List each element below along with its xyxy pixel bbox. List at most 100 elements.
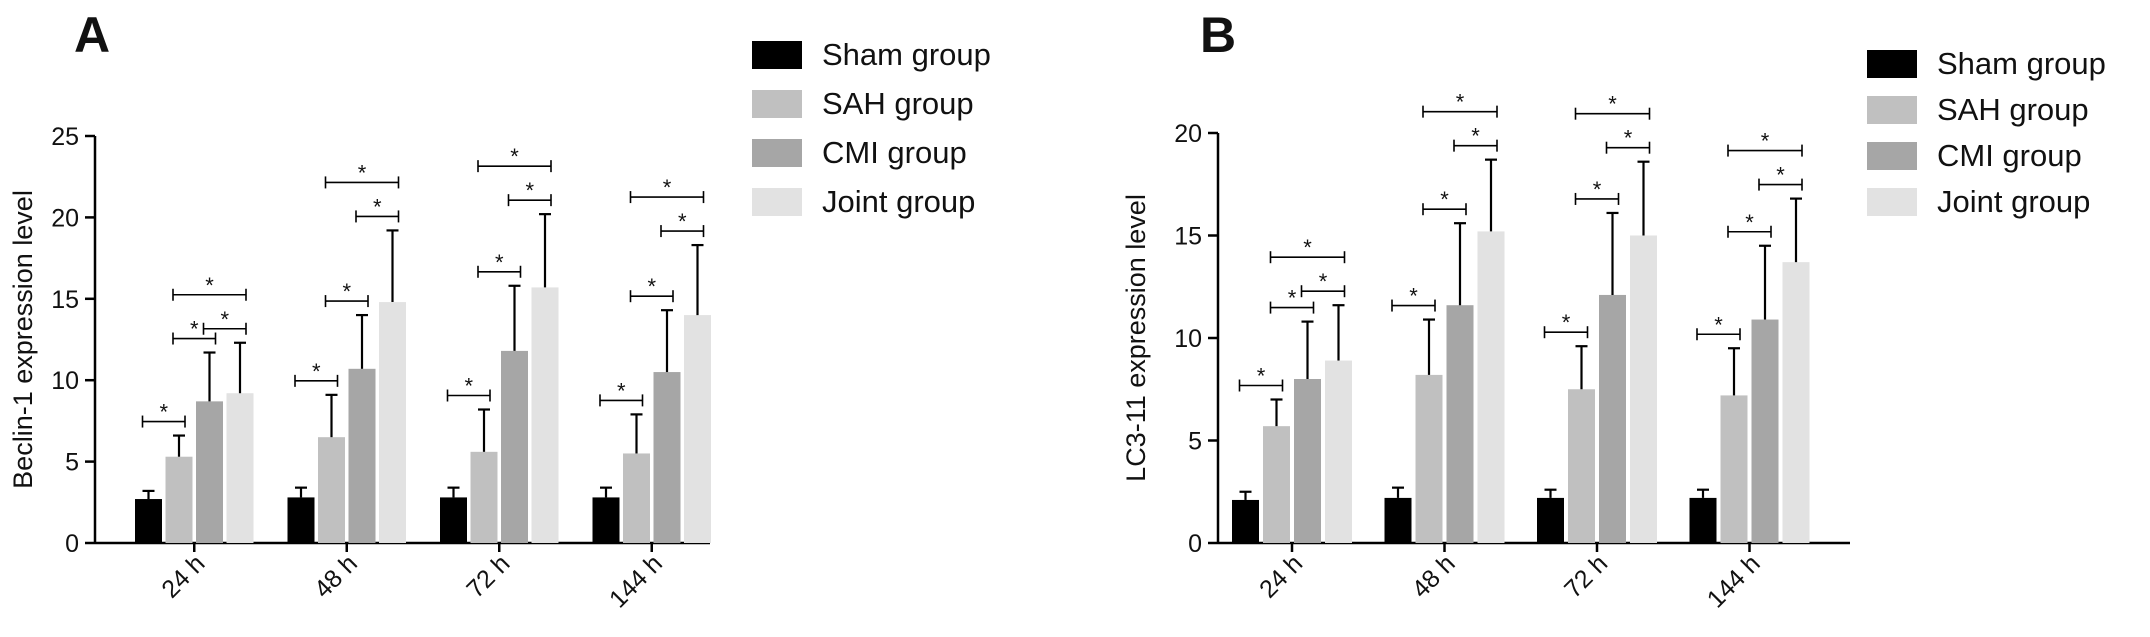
y-tick-label: 15 (1174, 223, 1202, 251)
significance-star: * (1471, 124, 1480, 149)
bar (623, 453, 650, 543)
significance-star: * (647, 274, 656, 299)
significance-star: * (1745, 210, 1754, 235)
significance-star: * (525, 178, 534, 203)
significance-star: * (373, 194, 382, 219)
bar (470, 451, 498, 543)
bar (1720, 395, 1748, 543)
bar (1232, 499, 1259, 543)
significance-star: * (1761, 129, 1770, 154)
bar (1568, 389, 1595, 543)
bar (653, 372, 681, 543)
bar (1263, 426, 1290, 543)
y-axis-label: LC3-11 expression level (1121, 194, 1151, 482)
bar (165, 456, 193, 543)
significance-star: * (1593, 177, 1602, 202)
significance-star: * (220, 307, 229, 332)
bar (1477, 231, 1505, 543)
x-tick-label: 144 h (604, 549, 668, 613)
bar (287, 497, 315, 543)
bar (1384, 497, 1412, 543)
significance-star: * (617, 378, 626, 403)
y-tick-label: 20 (51, 204, 79, 232)
x-tick-label: 24 h (1254, 549, 1308, 603)
legend-swatch (1867, 188, 1917, 216)
significance-star: * (342, 279, 351, 304)
significance-star: * (1440, 187, 1449, 212)
y-tick-label: 25 (51, 123, 79, 151)
significance-star: * (1456, 90, 1465, 115)
bar (135, 499, 162, 543)
significance-star: * (159, 400, 168, 425)
bar (318, 437, 345, 543)
bar (1537, 497, 1564, 543)
y-tick-label: 0 (65, 530, 79, 558)
significance-star: * (495, 250, 504, 275)
x-tick-label: 72 h (461, 549, 515, 603)
x-tick-label: 144 h (1702, 549, 1766, 613)
y-tick-label: 20 (1174, 120, 1202, 148)
bar (1599, 294, 1626, 543)
significance-star: * (1288, 286, 1297, 311)
significance-star: * (464, 374, 473, 399)
bar (1446, 305, 1474, 543)
legend-swatch (752, 188, 802, 216)
panel-label: B (1200, 7, 1236, 63)
legend-swatch (752, 139, 802, 167)
significance-star: * (1562, 310, 1571, 335)
legend-entry: CMI group (822, 135, 967, 170)
significance-star: * (1608, 92, 1617, 117)
significance-star: * (510, 144, 519, 169)
bar (1630, 235, 1657, 543)
y-axis-label: Beclin-1 expression level (8, 190, 38, 489)
significance-star: * (663, 175, 672, 200)
bar (501, 350, 528, 543)
bar (379, 302, 406, 543)
bar (684, 315, 711, 543)
bar (348, 368, 376, 543)
legend-swatch (1867, 142, 1917, 170)
y-tick-label: 5 (1188, 428, 1202, 456)
y-tick-label: 10 (1174, 325, 1202, 353)
x-tick-label: 48 h (309, 549, 363, 603)
significance-star: * (190, 317, 199, 342)
significance-star: * (1624, 126, 1633, 151)
bar (1751, 319, 1779, 543)
legend-swatch (1867, 96, 1917, 124)
significance-star: * (205, 273, 214, 298)
significance-star: * (1409, 284, 1418, 309)
legend-entry: Joint group (1937, 184, 2090, 219)
x-tick-label: 48 h (1407, 549, 1461, 603)
bar (592, 497, 620, 543)
significance-star: * (358, 160, 367, 185)
legend-entry: CMI group (1937, 138, 2082, 173)
bar (1782, 262, 1810, 543)
significance-star: * (312, 359, 321, 384)
significance-star: * (678, 209, 687, 234)
significance-star: * (1303, 235, 1312, 260)
legend-entry: Sham group (822, 37, 991, 72)
y-tick-label: 5 (65, 449, 79, 477)
x-tick-label: 24 h (156, 549, 210, 603)
legend-entry: Sham group (1937, 46, 2106, 81)
bar (226, 393, 254, 543)
panel-label: A (74, 7, 110, 63)
significance-star: * (1319, 269, 1328, 294)
legend-entry: SAH group (822, 86, 974, 121)
bar (1415, 374, 1443, 543)
bar (196, 401, 223, 543)
legend-entry: Joint group (822, 184, 975, 219)
bar (440, 497, 467, 543)
significance-star: * (1714, 312, 1723, 337)
bar (1294, 379, 1321, 543)
bar (1689, 497, 1717, 543)
legend-entry: SAH group (1937, 92, 2089, 127)
significance-star: * (1257, 364, 1266, 389)
legend-swatch (752, 90, 802, 118)
y-tick-label: 15 (51, 286, 79, 314)
bar (531, 287, 559, 543)
y-tick-label: 10 (51, 367, 79, 395)
significance-star: * (1776, 163, 1785, 188)
